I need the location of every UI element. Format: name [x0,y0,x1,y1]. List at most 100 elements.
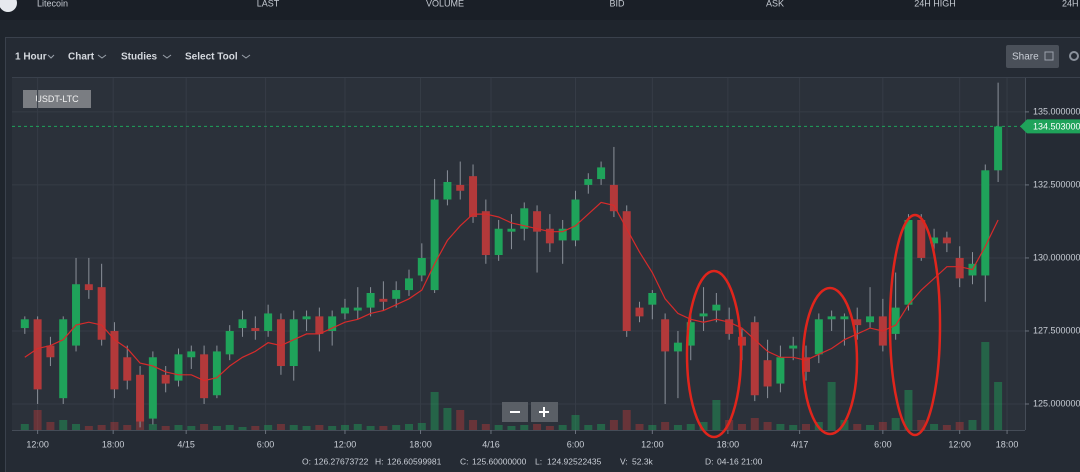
x-tick-label: 12:00 [948,439,971,449]
volume-bar [84,426,93,430]
volume-bar [737,424,746,430]
candle-body [46,345,55,358]
volume-bar [212,426,221,430]
candle-body [737,336,746,346]
volume-bar [33,410,42,430]
menu-label[interactable]: Chart [68,52,95,63]
volume-bar [340,425,349,430]
candle-body [763,360,772,387]
symbol-badge [23,90,91,108]
candle-body [712,304,721,311]
candle-body [161,374,170,384]
info-value: 124.92522435 [547,456,602,466]
candle-body [584,179,593,185]
volume-bar [494,425,503,430]
share-button[interactable] [1006,45,1059,68]
settings-icon[interactable] [1069,51,1079,61]
info-value: 04-16 21:00 [717,456,763,466]
candle-body [494,228,503,256]
candle-body [340,307,349,314]
candle-body [545,228,554,244]
annotation-ellipse [888,213,942,437]
column-header: 24H HIGH [914,0,956,8]
candle-body [315,316,324,334]
volume-bar [968,420,977,430]
candle-body [430,199,439,291]
volume-bar [225,425,234,430]
annotation-ellipse [685,269,743,439]
candle-body [289,319,298,367]
menu-label[interactable]: 1 Hour [15,52,47,63]
candle-body [648,292,657,305]
chart-menu[interactable]: Chart [68,52,107,63]
volume-bar [545,426,554,430]
volume-bar [891,418,900,430]
volume-bar [97,425,106,430]
menu-label[interactable]: Select Tool [185,52,238,63]
candle-body [264,313,273,331]
candle-body [302,316,311,320]
info-label: C: [460,456,469,466]
candle-body [174,354,183,381]
candle-body [571,199,580,241]
candle-body [725,319,734,334]
candle-body [673,342,682,352]
candle-body [328,316,337,331]
candle-body [276,319,285,367]
last-price-tag [1020,119,1080,134]
volume-bar [930,424,939,430]
volume-bar [264,425,273,430]
candle-body [84,284,93,291]
volume-bar [853,424,862,430]
candle-body [866,316,875,323]
plus-icon [539,407,549,417]
candle-body [212,351,221,396]
volume-bar [827,382,836,430]
volume-bar [571,415,580,430]
volume-bar [584,425,593,430]
column-header: LAST [257,0,280,8]
volume-bar [456,410,465,430]
info-label: H: [375,456,384,466]
x-tick-label: 18:00 [717,439,740,449]
brand-icon [0,0,17,12]
volume-bar [251,426,260,430]
candle-body [776,357,785,384]
candle-body [33,319,42,390]
studies-menu[interactable]: Studies [121,52,172,63]
volume-bar [789,425,798,430]
candle-body [148,357,157,419]
x-tick-label: 4/17 [791,439,809,449]
volume-bar [238,427,247,430]
candle-body [635,307,644,317]
volume-bar [533,424,542,430]
candle-body [200,354,209,399]
info-label: L: [535,456,542,466]
volume-bar [302,426,311,430]
candle-body [699,313,708,317]
volume-bar [507,426,516,430]
share-icon [1044,51,1054,61]
menu-label[interactable]: Studies [121,52,158,63]
volume-bar [328,426,337,430]
volume-bar [379,426,388,430]
x-tick-label: 6:00 [567,439,585,449]
x-tick-label: 6:00 [874,439,892,449]
interval-menu[interactable]: 1 Hour [15,52,55,63]
volume-bar [763,422,772,430]
candle-body [827,316,836,320]
y-tick-label: 132.500000 [1033,179,1080,189]
volume-bar [392,425,401,430]
last-price-label: 134.503000 [1033,121,1080,131]
annotation-ellipse [801,286,859,436]
info-bar: O: 126.27673722 H: 126.60599981 C: 125.600000… [302,456,763,466]
y-tick-label: 127.500000 [1033,325,1080,335]
share-label[interactable]: Share [1012,52,1039,63]
candle-body [853,319,862,326]
volume-bar [750,418,759,430]
chevron [47,54,55,59]
candle-body [20,319,29,329]
volume-bar [686,424,695,430]
tool-menu[interactable]: Select Tool [185,52,251,63]
